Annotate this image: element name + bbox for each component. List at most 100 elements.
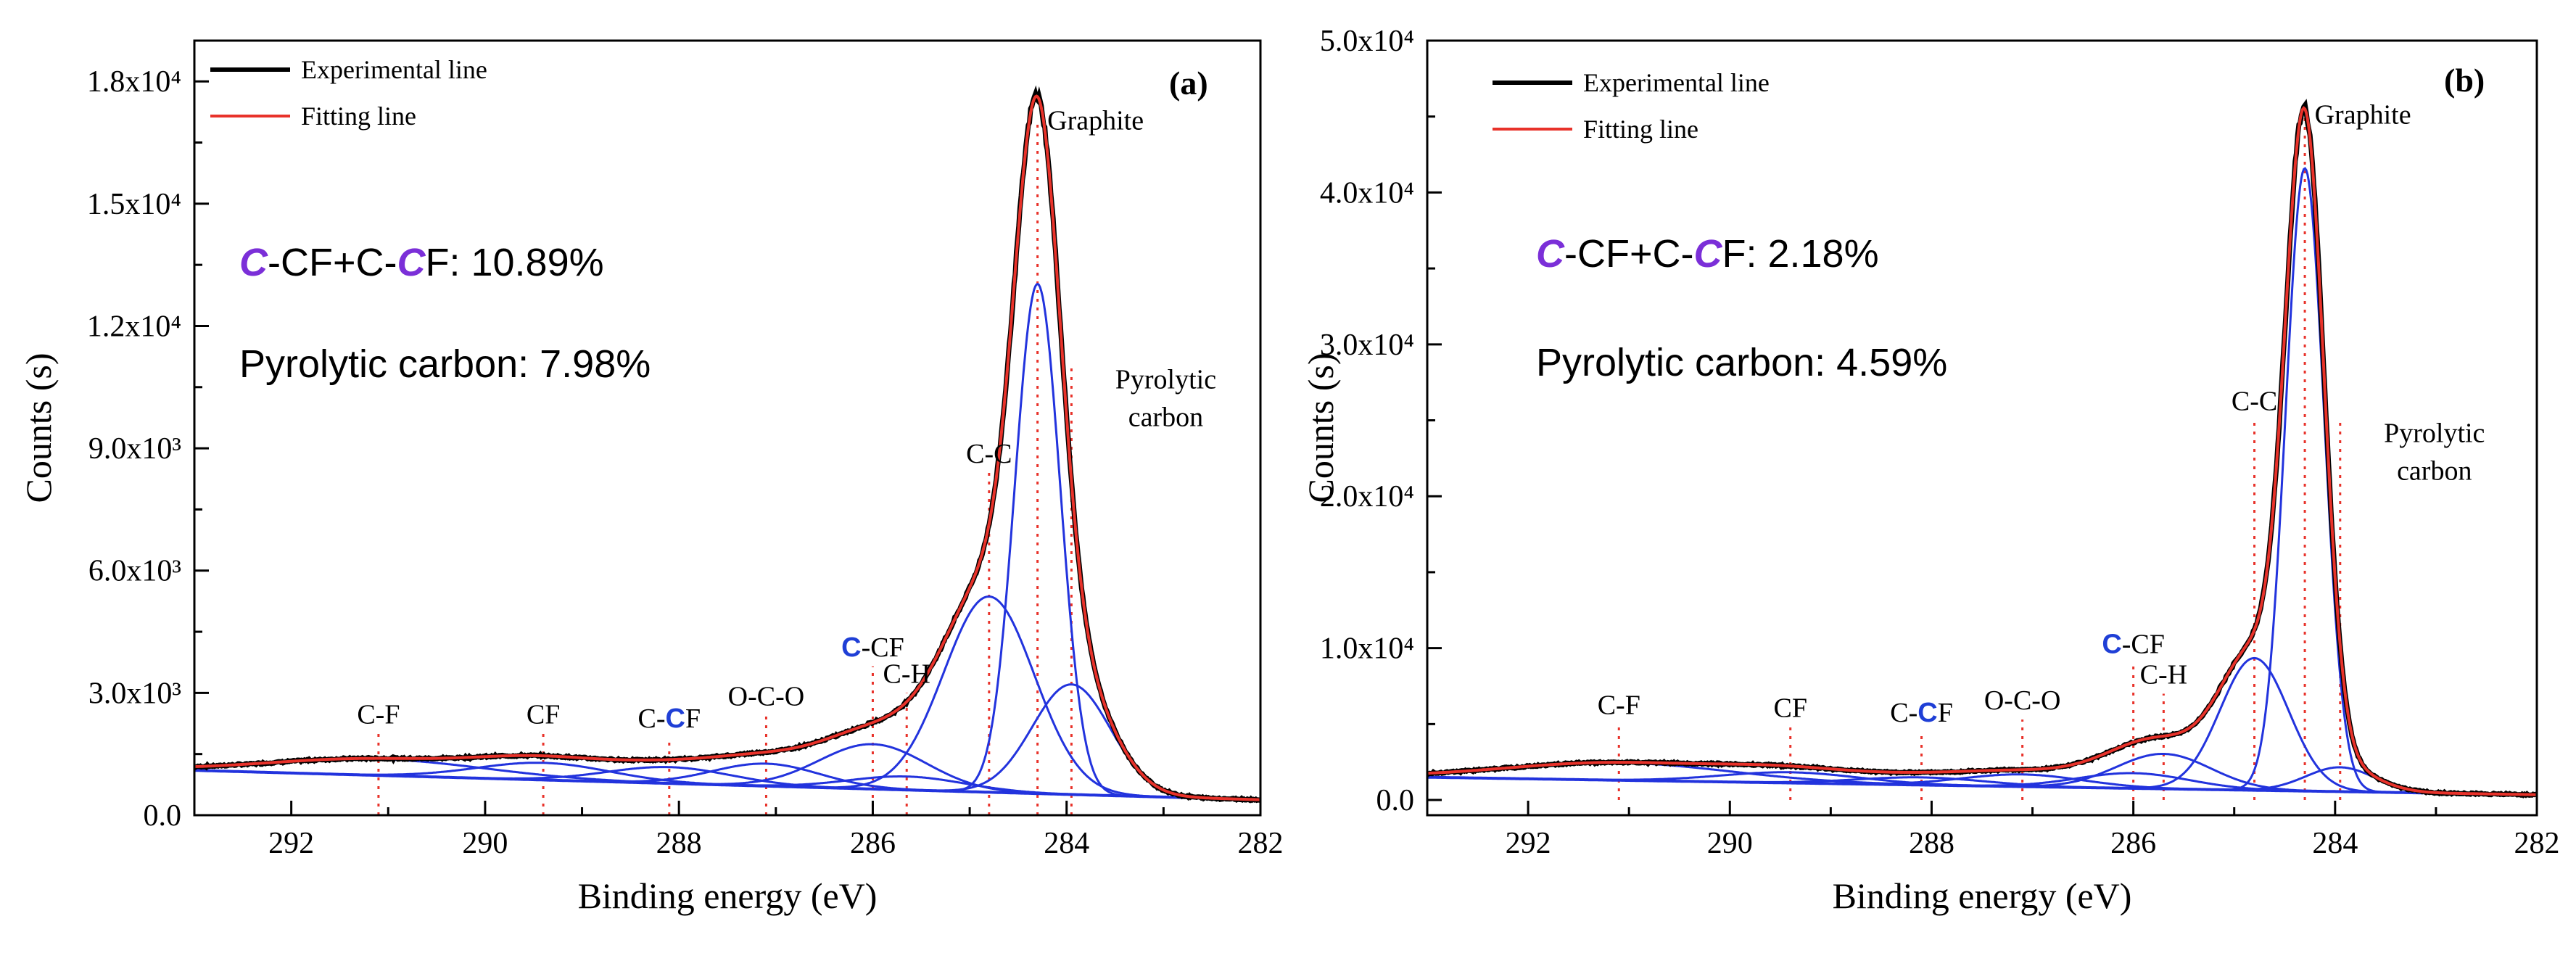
peak-label-6: C-C	[966, 439, 1012, 469]
peak-label-7: Graphite	[2315, 100, 2411, 131]
peak-label-text: CF	[527, 700, 560, 730]
peak-label-text: Pyrolytic	[2384, 418, 2485, 449]
component-peak-0	[194, 757, 1260, 801]
y-tick-label: 4.0x10⁴	[1320, 176, 1414, 210]
pyrolytic-annotation: Pyrolytic carbon: 7.98%	[239, 342, 651, 386]
x-tick-label: 288	[656, 827, 702, 860]
peak-label-text: CF	[1773, 693, 1807, 724]
peak-label-0: C-F	[357, 700, 400, 730]
peak-label-8: Pyrolytic	[1115, 365, 1216, 395]
peak-label-7: Graphite	[1047, 105, 1144, 136]
peak-label-text: C-H	[2140, 659, 2187, 690]
peak-label-text: C-F	[1598, 690, 1640, 720]
peak-label-line2-8: carbon	[1128, 403, 1203, 433]
peak-label-text: C-	[638, 704, 666, 734]
x-tick-label: 290	[1707, 827, 1753, 860]
y-tick-label: 9.0x10³	[88, 432, 181, 466]
y-axis-title: Counts (s)	[1300, 353, 1341, 503]
peak-label-carbon: C	[666, 704, 685, 734]
y-tick-label: 0.0	[144, 799, 182, 833]
legend-label: Experimental line	[1583, 68, 1770, 97]
peak-label-text: C-H	[883, 659, 930, 689]
x-tick-label: 284	[2312, 827, 2358, 860]
annotation-carbon-2: C	[397, 241, 426, 284]
x-tick-label: 290	[462, 827, 508, 860]
x-tick-label: 282	[1238, 827, 1284, 860]
peak-label-text: carbon	[2397, 456, 2472, 487]
percentage-annotation: C-CF+C-CF: 10.89%	[239, 241, 604, 284]
plot-frame	[1426, 39, 2538, 817]
peak-label-3: O-C-O	[1984, 685, 2061, 716]
peak-label-text: C-C	[966, 439, 1012, 469]
y-tick-label: 1.5x10⁴	[87, 188, 181, 221]
component-peak-8	[1427, 766, 2537, 796]
component-peak-8	[194, 683, 1260, 801]
x-tick-label: 292	[268, 827, 314, 860]
y-tick-label: 3.0x10³	[88, 677, 181, 710]
annotation-carbon-2: C	[1693, 232, 1722, 276]
peak-label-5: C-H	[883, 659, 930, 689]
peak-label-text: F	[685, 704, 701, 734]
x-tick-label: 286	[850, 827, 896, 860]
peak-label-text: Graphite	[1047, 105, 1144, 136]
x-tick-label: 286	[2110, 827, 2156, 860]
peak-label-line2-8: carbon	[2397, 456, 2472, 487]
peak-label-text: -CF	[2122, 630, 2165, 660]
annotation-text-end: F: 2.18%	[1722, 232, 1878, 276]
peak-label-carbon: C	[841, 632, 861, 663]
peak-label-5: C-H	[2140, 659, 2187, 690]
peak-label-text: carbon	[1128, 403, 1203, 433]
y-tick-label: 6.0x10³	[88, 555, 181, 588]
peak-label-3: O-C-O	[728, 681, 805, 711]
peak-label-carbon: C	[1917, 698, 1937, 728]
annotation-carbon-1: C	[239, 241, 268, 284]
peak-label-1: CF	[527, 700, 560, 730]
peak-label-text: C-	[1890, 698, 1917, 728]
legend: Experimental line Fitting line	[1493, 68, 1770, 144]
peak-label-text: Graphite	[2315, 100, 2411, 131]
legend: Experimental line Fitting line	[210, 55, 487, 131]
y-tick-label: 1.0x10⁴	[1320, 632, 1414, 666]
legend-label: Experimental line	[301, 55, 487, 84]
annotation-carbon-1: C	[1536, 232, 1565, 276]
y-tick-label: 1.2x10⁴	[87, 310, 181, 343]
fitting-line	[194, 94, 1260, 801]
peak-label-8: Pyrolytic	[2384, 418, 2485, 449]
annotation-text-mid: -CF+C-	[1564, 232, 1693, 276]
peak-label-text: Pyrolytic	[1115, 365, 1216, 395]
peak-label-text: O-C-O	[1984, 685, 2061, 716]
percentage-annotation: C-CF+C-CF: 2.18%	[1536, 232, 1879, 276]
x-tick-label: 292	[1506, 827, 1551, 860]
peak-label-0: C-F	[1598, 690, 1640, 720]
plot-frame	[193, 39, 1262, 817]
peak-label-text: C-C	[2232, 387, 2277, 417]
chart-panel-a: 292 290 288 286 284 282 0.0 3.0x10³ 6.0x10³ 9.0x1…	[18, 39, 1284, 916]
legend-label: Fitting line	[1583, 115, 1698, 144]
peak-label-text: -CF	[862, 632, 904, 663]
annotation-text-end: F: 10.89%	[425, 241, 603, 284]
peak-label-carbon: C	[2102, 630, 2121, 660]
peak-label-6: C-C	[2232, 387, 2277, 417]
y-tick-label: 3.0x10⁴	[1320, 329, 1414, 362]
y-tick-label: 1.8x10⁴	[87, 65, 181, 99]
y-axis-title: Counts (s)	[18, 353, 59, 503]
x-tick-label: 288	[1909, 827, 1954, 860]
x-axis-title: Binding energy (eV)	[1833, 875, 2132, 916]
peak-label-text: O-C-O	[728, 681, 805, 711]
peak-label-4: C-CF	[2102, 630, 2165, 660]
legend-label: Fitting line	[301, 102, 416, 131]
fitting-line	[1427, 106, 2537, 796]
peak-label-4: C-CF	[841, 632, 904, 663]
x-tick-label: 284	[1044, 827, 1089, 860]
y-tick-label: 0.0	[1376, 784, 1415, 817]
peak-label-1: CF	[1773, 693, 1807, 724]
plot-area	[1427, 99, 2537, 801]
plot-area	[194, 85, 1260, 815]
y-tick-label: 5.0x10⁴	[1320, 25, 1414, 58]
pyrolytic-annotation: Pyrolytic carbon: 4.59%	[1536, 341, 1947, 384]
y-tick-label: 2.0x10⁴	[1320, 480, 1414, 513]
x-tick-label: 282	[2514, 827, 2560, 860]
chart-panel-b: 292 290 288 286 284 282 0.0 1.0x10⁴ 2.0x10⁴ 3.0x1…	[1300, 25, 2560, 916]
annotation-text-mid: -CF+C-	[268, 241, 397, 284]
